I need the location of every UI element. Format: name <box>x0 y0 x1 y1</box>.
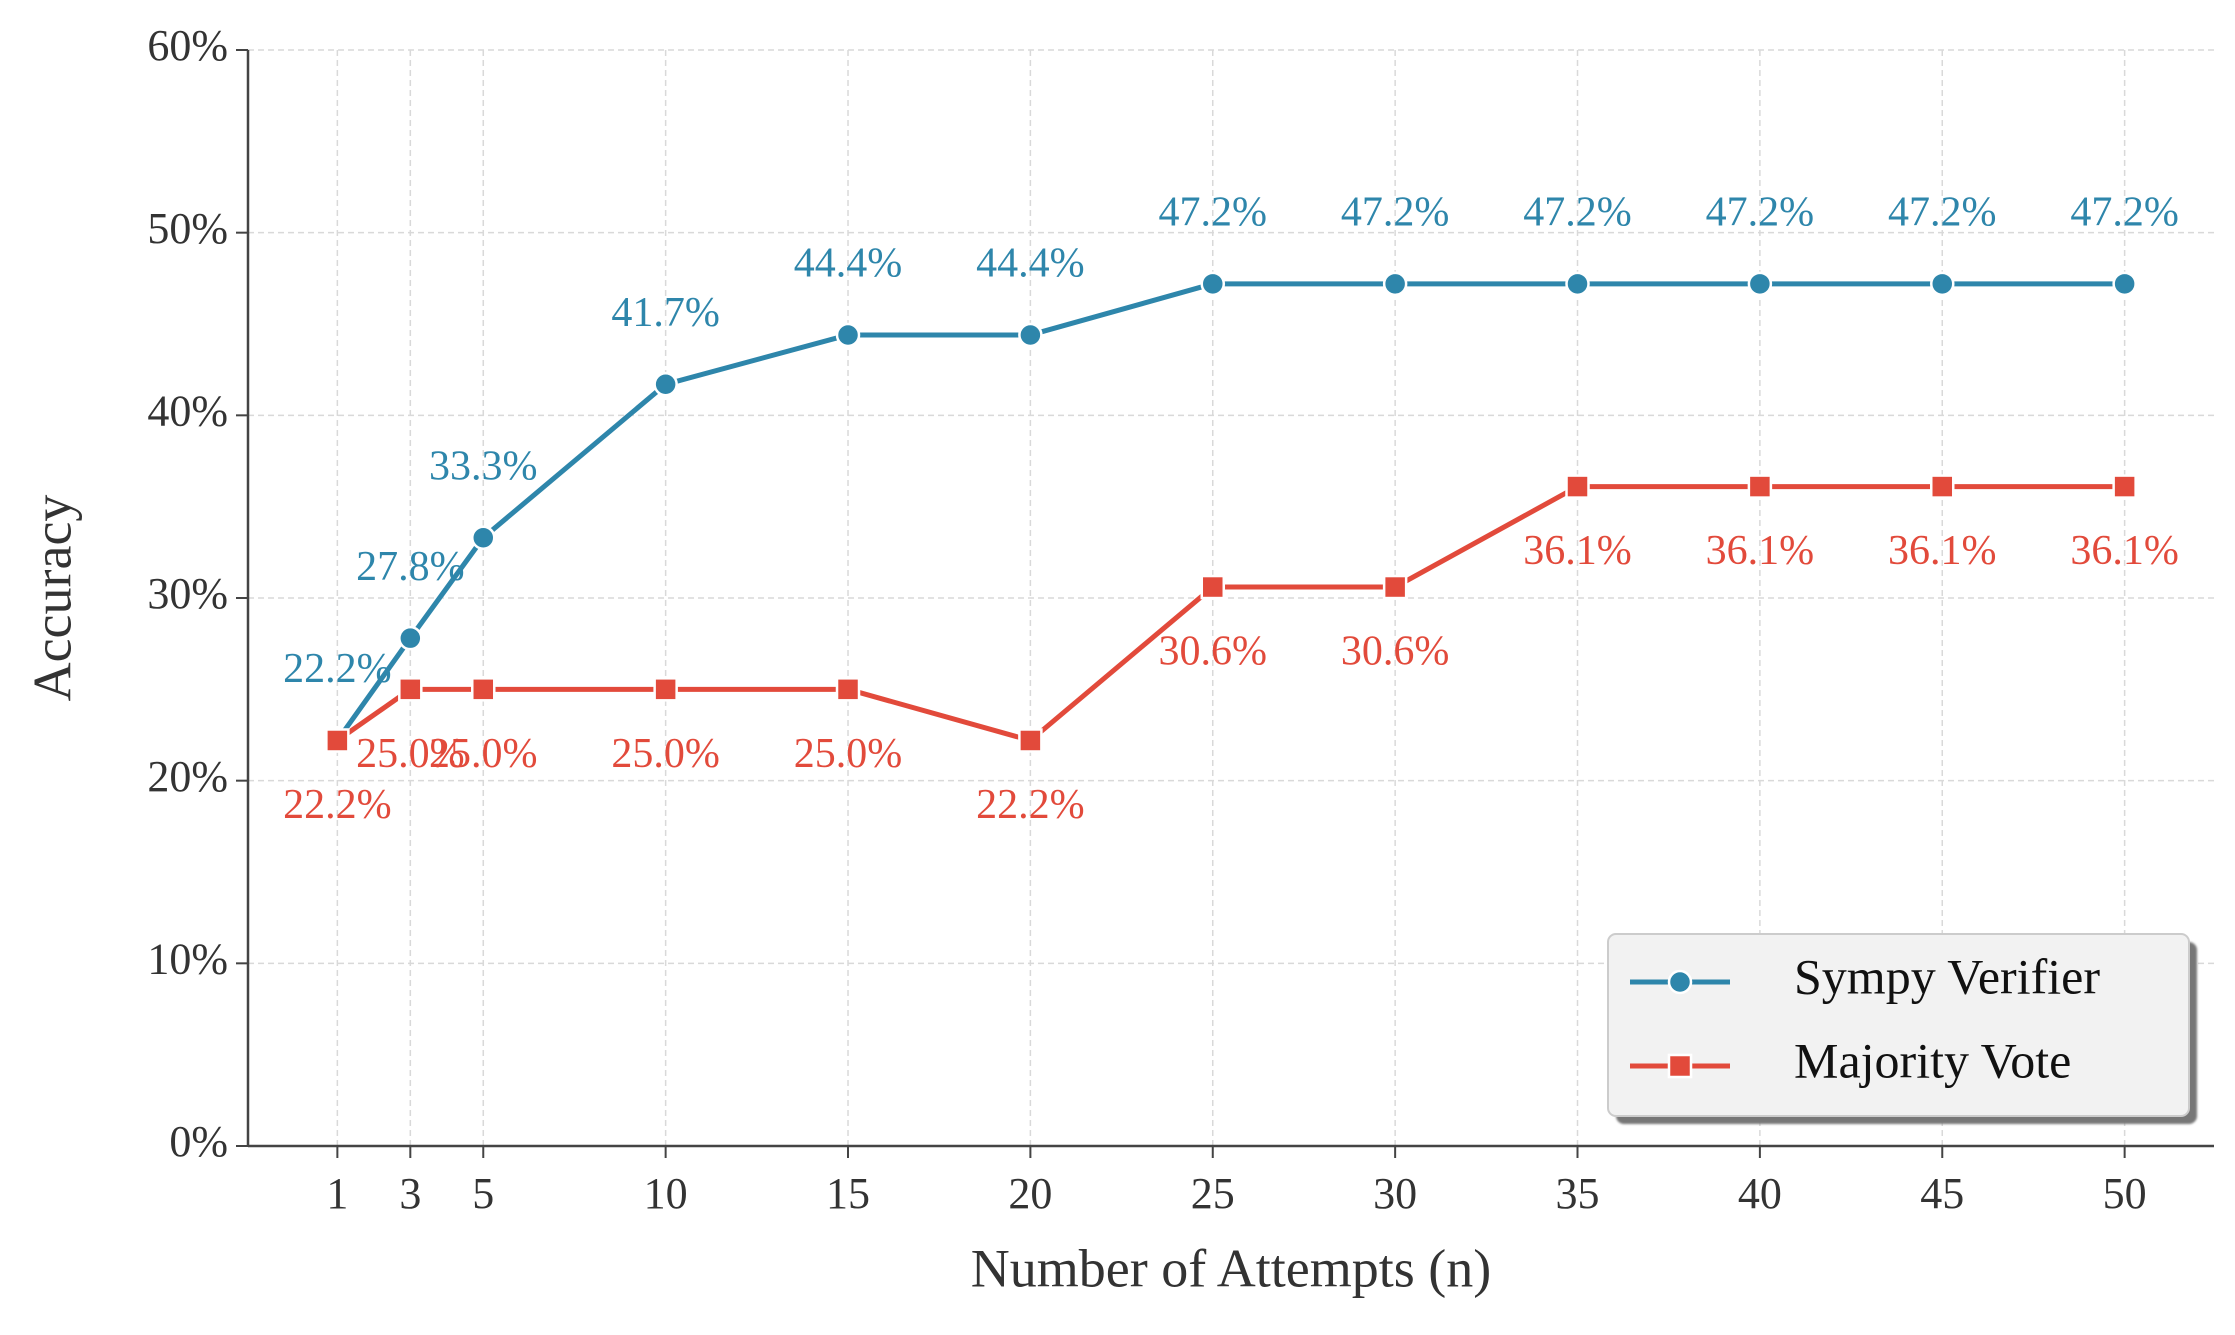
x-tick-label: 5 <box>472 1169 494 1218</box>
data-label: 47.2% <box>1159 189 1268 235</box>
marker <box>398 677 423 702</box>
x-tick-label: 45 <box>1920 1169 1964 1218</box>
data-label: 41.7% <box>611 290 720 336</box>
x-tick-label: 20 <box>1008 1169 1052 1218</box>
data-label: 36.1% <box>2070 528 2179 574</box>
marker <box>1667 969 1693 995</box>
x-tick-label: 35 <box>1556 1169 1600 1218</box>
x-tick-label: 1 <box>326 1169 348 1218</box>
data-label: 36.1% <box>1706 528 1815 574</box>
data-label: 36.1% <box>1523 528 1632 574</box>
data-label: 47.2% <box>1523 189 1632 235</box>
data-label: 25.0% <box>356 731 465 777</box>
marker <box>1930 474 1955 499</box>
data-label: 44.4% <box>794 241 903 287</box>
series-line <box>335 484 2125 743</box>
marker <box>1565 474 1590 499</box>
data-label: 33.3% <box>429 443 538 489</box>
marker <box>1930 271 1955 297</box>
data-label: 25.0% <box>429 731 538 777</box>
x-tick-label: 3 <box>399 1169 421 1218</box>
marker <box>2112 271 2137 297</box>
marker <box>1747 271 1773 297</box>
legend-label: Majority Vote <box>1794 1032 2071 1088</box>
x-tick-label: 40 <box>1738 1169 1782 1218</box>
marker <box>1667 1053 1693 1079</box>
y-tick-label: 0% <box>169 1117 228 1166</box>
data-label: 30.6% <box>1341 629 1450 675</box>
y-tick-label: 30% <box>147 569 228 618</box>
data-label: 47.2% <box>1706 189 1815 235</box>
marker <box>835 322 861 348</box>
x-tick-label: 25 <box>1191 1169 1235 1218</box>
y-tick-label: 60% <box>147 21 228 70</box>
data-label: 47.2% <box>2070 189 2179 235</box>
marker <box>471 677 496 702</box>
marker <box>398 625 423 651</box>
marker <box>1200 574 1226 600</box>
data-label: 27.8% <box>356 544 465 590</box>
data-label: 30.6% <box>1159 629 1268 675</box>
marker <box>471 525 496 550</box>
data-label: 25.0% <box>611 731 720 777</box>
y-tick-label: 40% <box>147 386 228 435</box>
marker <box>653 372 678 397</box>
x-tick-label: 15 <box>826 1169 870 1218</box>
data-label: 22.2% <box>283 646 392 692</box>
data-label: 25.0% <box>794 731 903 777</box>
data-label: 47.2% <box>1888 189 1997 235</box>
marker <box>1382 574 1408 600</box>
marker <box>2112 474 2137 499</box>
marker <box>1565 271 1590 297</box>
legend-label: Sympy Verifier <box>1794 948 2100 1004</box>
x-tick-label: 50 <box>2103 1169 2147 1218</box>
y-tick-label: 10% <box>147 934 228 983</box>
data-label: 22.2% <box>976 782 1085 828</box>
y-tick-label: 20% <box>147 752 228 801</box>
x-tick-label: 30 <box>1373 1169 1417 1218</box>
marker <box>1382 271 1408 297</box>
marker <box>325 728 350 753</box>
marker <box>1747 474 1773 499</box>
x-axis-title: Number of Attempts (n) <box>971 1238 1491 1298</box>
y-axis-title: Accuracy <box>22 495 82 702</box>
data-label: 47.2% <box>1341 189 1450 235</box>
marker <box>1200 271 1226 297</box>
series-line <box>335 281 2125 742</box>
data-label: 44.4% <box>976 241 1085 287</box>
data-label: 36.1% <box>1888 528 1997 574</box>
marker <box>1018 728 1043 753</box>
marker <box>835 677 861 702</box>
legend-box <box>1607 933 2190 1117</box>
y-tick-label: 50% <box>147 204 228 253</box>
x-tick-label: 10 <box>644 1169 688 1218</box>
marker <box>653 677 678 702</box>
data-label: 22.2% <box>283 782 392 828</box>
marker <box>1018 322 1043 348</box>
